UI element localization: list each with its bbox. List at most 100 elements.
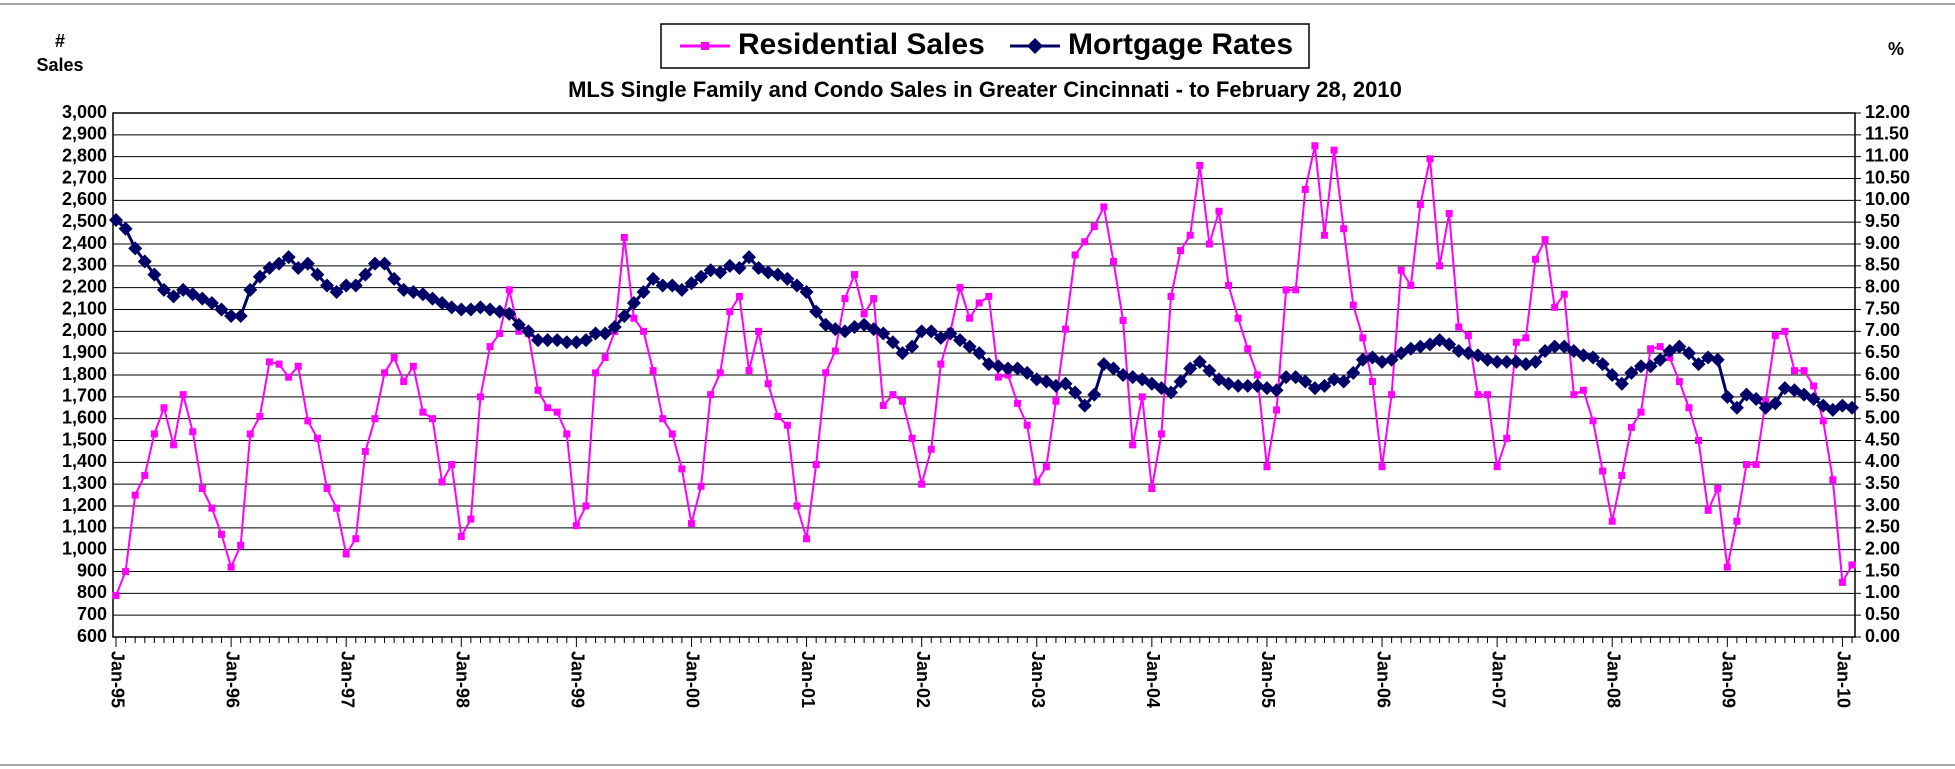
marker bbox=[496, 330, 504, 338]
y-tick-label: 1,500 bbox=[62, 429, 107, 449]
marker bbox=[1701, 350, 1716, 365]
marker bbox=[1512, 338, 1520, 346]
marker bbox=[1349, 301, 1357, 309]
marker bbox=[1710, 352, 1725, 367]
marker bbox=[860, 310, 868, 318]
marker bbox=[265, 358, 273, 366]
marker bbox=[1560, 290, 1568, 298]
marker bbox=[655, 278, 670, 293]
marker bbox=[1742, 461, 1750, 469]
y2-tick-label: 0.50 bbox=[1865, 604, 1900, 624]
marker bbox=[281, 250, 296, 265]
marker bbox=[649, 367, 657, 375]
marker bbox=[927, 445, 935, 453]
marker bbox=[799, 285, 814, 300]
marker bbox=[742, 250, 757, 265]
marker bbox=[1090, 223, 1098, 231]
marker bbox=[1010, 361, 1025, 376]
marker bbox=[1499, 354, 1514, 369]
marker bbox=[179, 391, 187, 399]
marker bbox=[1301, 185, 1309, 193]
marker bbox=[1183, 361, 1198, 376]
marker bbox=[1656, 343, 1664, 351]
legend-label: Mortgage Rates bbox=[1068, 28, 1293, 61]
marker bbox=[352, 535, 360, 543]
x-tick-label: Jan-06 bbox=[1373, 651, 1393, 708]
y2-tick-label: 11.00 bbox=[1865, 145, 1909, 165]
marker bbox=[1164, 385, 1179, 400]
marker bbox=[137, 254, 152, 269]
marker bbox=[879, 402, 887, 410]
y2-tick-label: 2.00 bbox=[1865, 538, 1900, 558]
marker bbox=[1531, 255, 1539, 263]
y2-tick-label: 4.50 bbox=[1865, 429, 1900, 449]
marker bbox=[1259, 381, 1274, 396]
marker bbox=[1000, 361, 1015, 376]
marker bbox=[323, 485, 331, 493]
marker bbox=[550, 333, 565, 348]
marker bbox=[1225, 281, 1233, 289]
marker bbox=[569, 335, 584, 350]
marker bbox=[170, 441, 178, 449]
y-tick-label: 2,300 bbox=[62, 255, 107, 275]
marker bbox=[329, 285, 344, 300]
marker bbox=[1643, 359, 1658, 374]
marker bbox=[563, 430, 571, 438]
x-tick-label: Jan-98 bbox=[453, 651, 473, 708]
marker bbox=[1359, 334, 1367, 342]
y-tick-label: 2,100 bbox=[62, 298, 107, 318]
marker bbox=[732, 261, 747, 276]
marker bbox=[1138, 393, 1146, 401]
marker bbox=[755, 327, 763, 335]
y2-tick-label: 10.00 bbox=[1865, 189, 1910, 209]
marker bbox=[1647, 345, 1655, 353]
marker bbox=[1484, 391, 1492, 399]
y-axis-label: # bbox=[55, 31, 65, 51]
marker bbox=[1810, 382, 1818, 390]
marker bbox=[1384, 352, 1399, 367]
marker bbox=[204, 295, 219, 310]
marker bbox=[1829, 476, 1837, 484]
series-line bbox=[114, 218, 1853, 412]
marker bbox=[419, 408, 427, 416]
marker bbox=[1269, 383, 1284, 398]
y2-tick-label: 7.50 bbox=[1865, 298, 1900, 318]
marker bbox=[1388, 391, 1396, 399]
marker bbox=[1355, 352, 1370, 367]
y2-tick-label: 9.00 bbox=[1865, 233, 1900, 253]
marker bbox=[396, 282, 411, 297]
marker bbox=[320, 278, 335, 293]
marker bbox=[1397, 266, 1405, 274]
marker bbox=[1042, 463, 1050, 471]
x-tick-label: Jan-03 bbox=[1028, 651, 1048, 708]
marker bbox=[991, 359, 1006, 374]
marker bbox=[809, 304, 824, 319]
marker bbox=[707, 391, 715, 399]
marker bbox=[476, 393, 484, 401]
marker bbox=[908, 434, 916, 442]
marker bbox=[361, 447, 369, 455]
marker bbox=[122, 568, 130, 575]
marker bbox=[540, 333, 555, 348]
marker bbox=[956, 284, 964, 292]
marker bbox=[1273, 406, 1281, 414]
marker bbox=[1205, 240, 1213, 248]
marker bbox=[218, 530, 226, 538]
y2-tick-label: 6.00 bbox=[1865, 364, 1900, 384]
marker bbox=[1077, 398, 1092, 413]
y-tick-label: 1,700 bbox=[62, 386, 107, 406]
marker bbox=[668, 430, 676, 438]
marker bbox=[429, 415, 437, 423]
marker bbox=[147, 267, 162, 282]
marker bbox=[1106, 361, 1121, 376]
marker bbox=[1681, 346, 1696, 361]
marker bbox=[486, 343, 494, 351]
marker bbox=[1292, 286, 1300, 294]
marker bbox=[1777, 381, 1792, 396]
marker bbox=[1806, 392, 1821, 407]
marker bbox=[1618, 471, 1626, 479]
marker bbox=[275, 360, 283, 368]
y-tick-label: 2,000 bbox=[62, 320, 107, 340]
marker bbox=[713, 265, 728, 280]
